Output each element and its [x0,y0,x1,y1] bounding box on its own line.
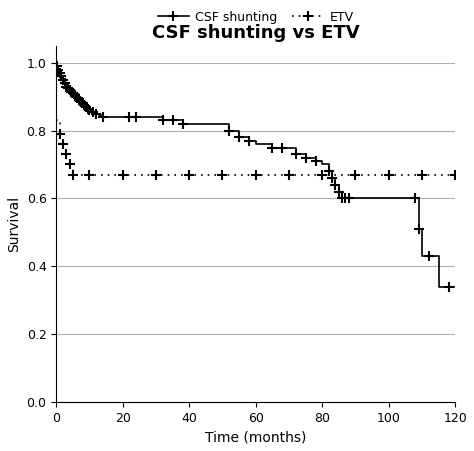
Title: CSF shunting vs ETV: CSF shunting vs ETV [152,23,359,41]
Legend: CSF shunting, ETV: CSF shunting, ETV [153,6,359,29]
X-axis label: Time (months): Time (months) [205,430,306,444]
Y-axis label: Survival: Survival [7,196,21,252]
